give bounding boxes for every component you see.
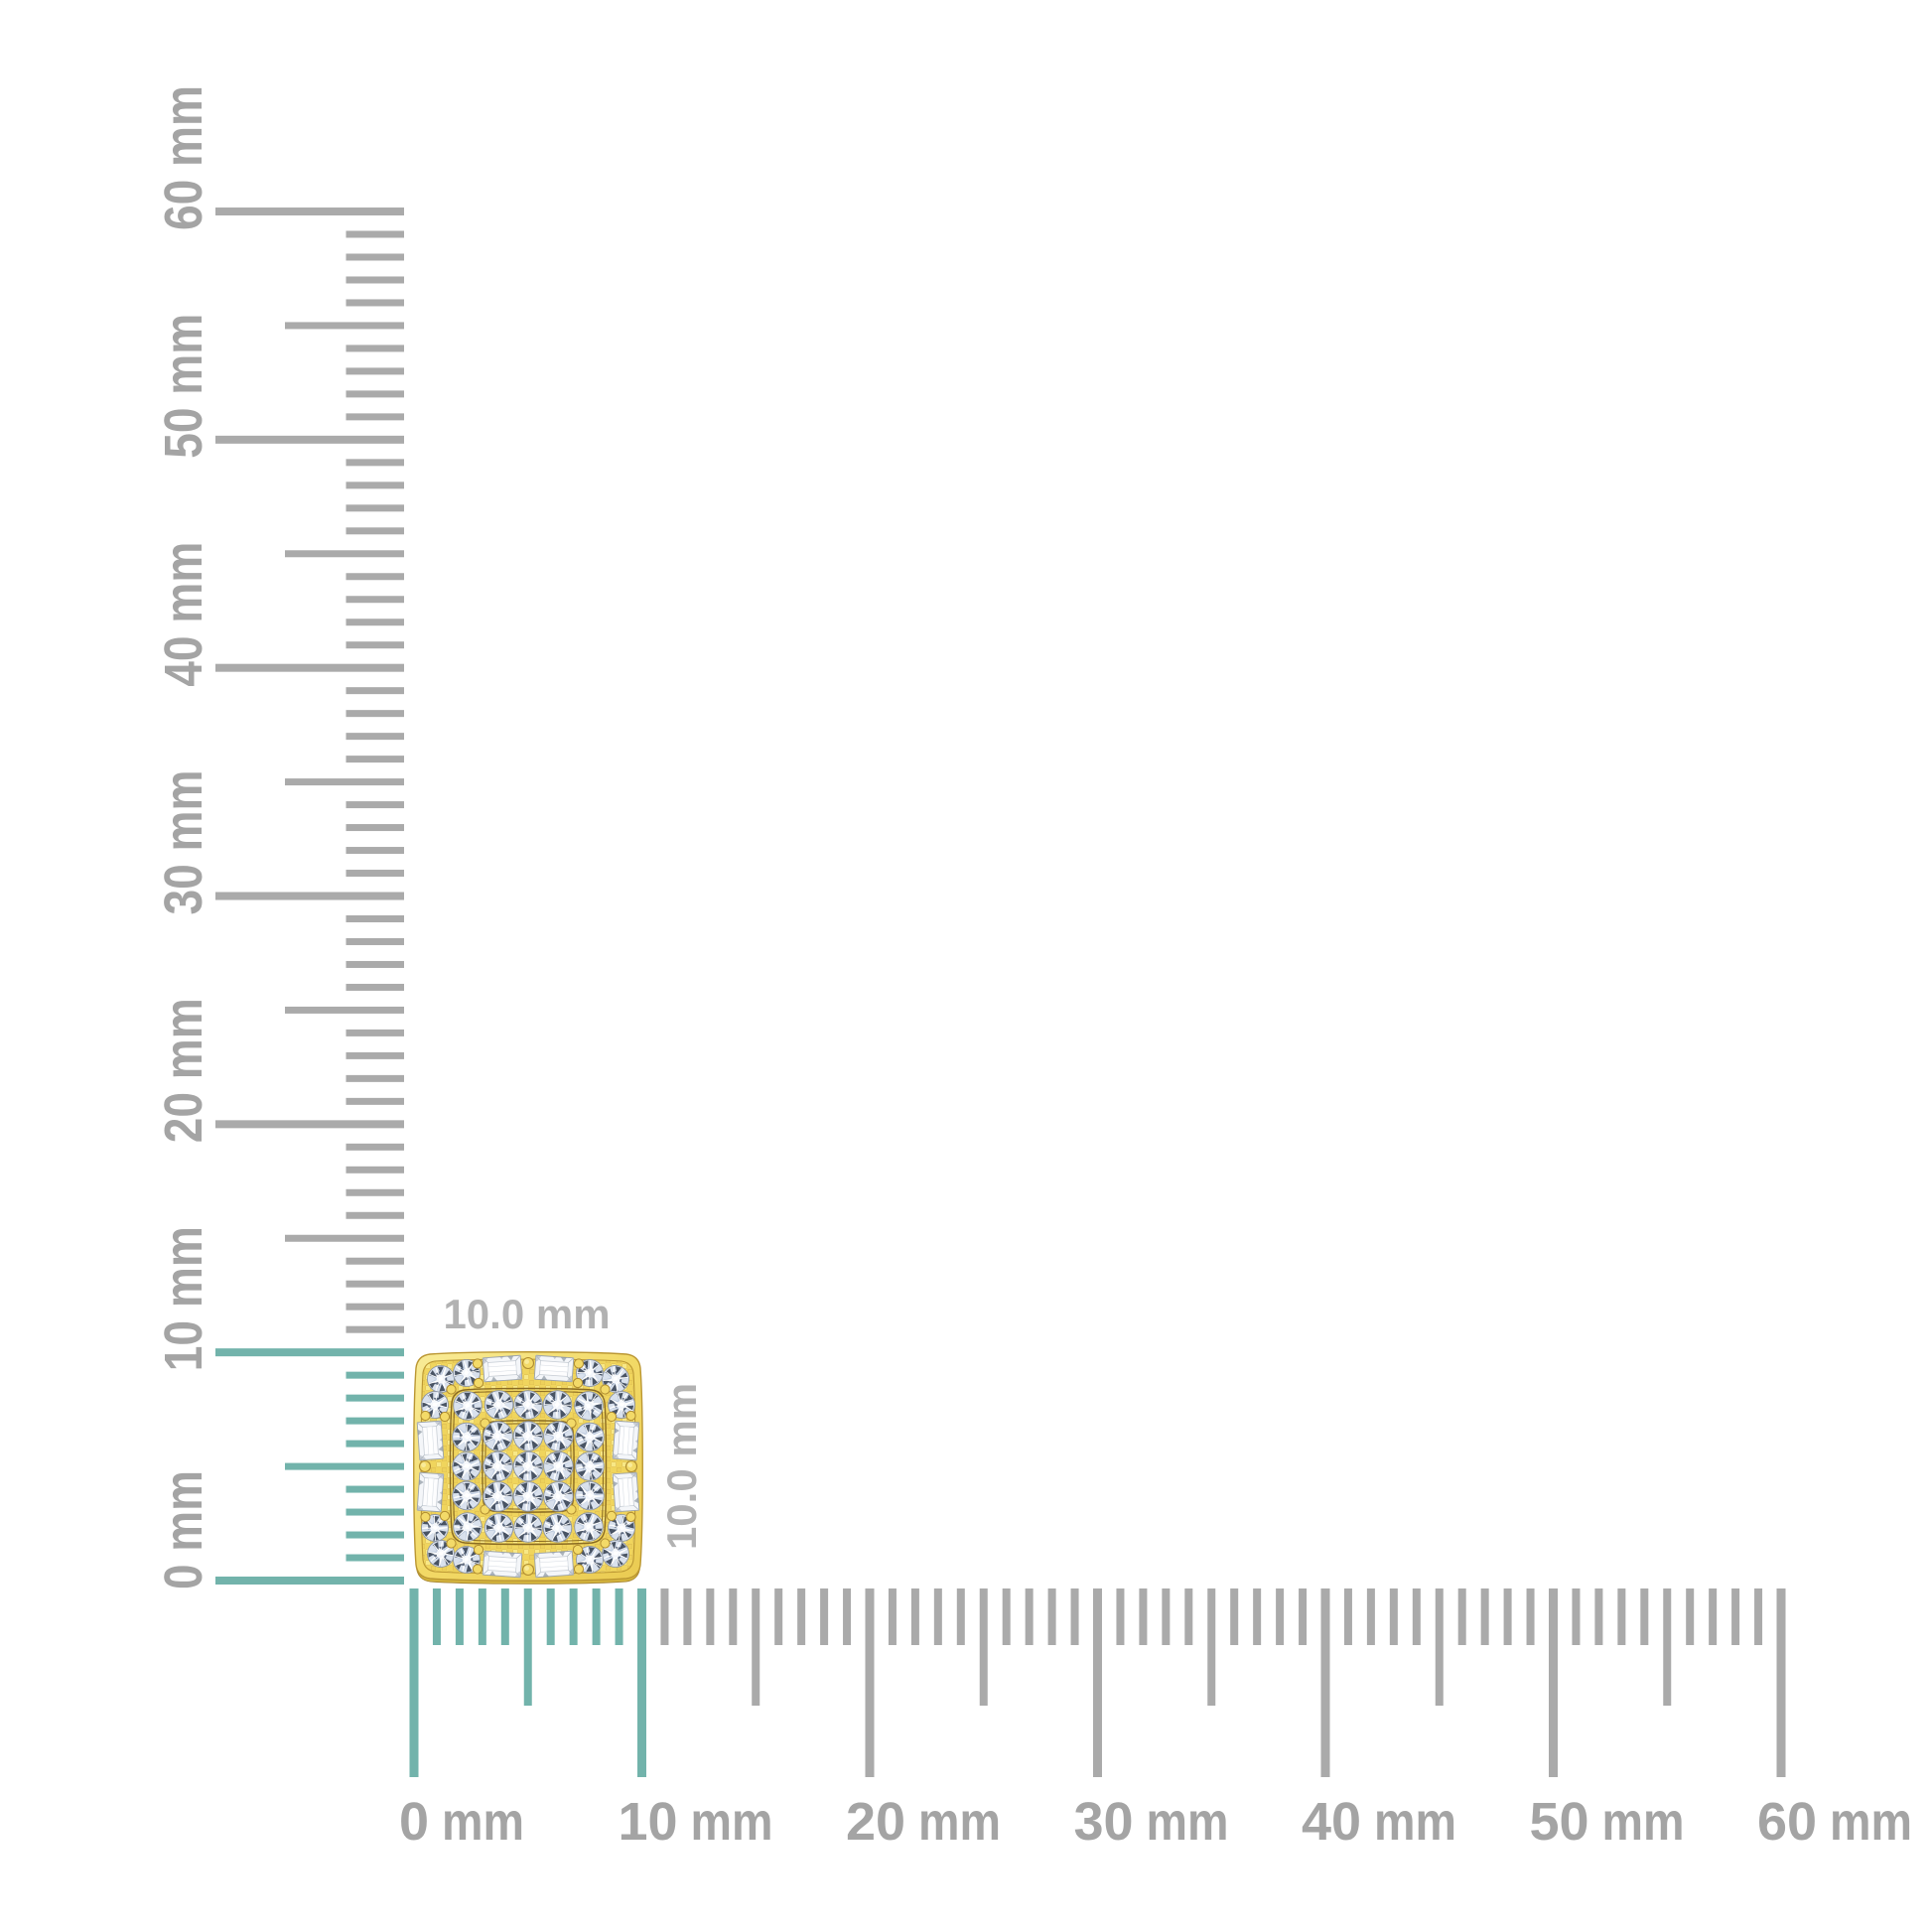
svg-text:10 mm: 10 mm xyxy=(154,1226,213,1371)
svg-text:20: 20 xyxy=(846,1792,905,1852)
svg-text:mm: mm xyxy=(429,1792,524,1852)
svg-text:40: 40 xyxy=(1302,1792,1361,1852)
svg-text:10.0 mm: 10.0 mm xyxy=(658,1383,705,1550)
svg-text:20 mm: 20 mm xyxy=(154,998,213,1143)
svg-text:mm: mm xyxy=(678,1792,773,1852)
svg-text:mm: mm xyxy=(1589,1792,1685,1852)
svg-text:mm: mm xyxy=(1361,1792,1456,1852)
svg-text:mm: mm xyxy=(1134,1792,1229,1852)
svg-text:10.0 mm: 10.0 mm xyxy=(443,1291,610,1337)
svg-text:10: 10 xyxy=(618,1792,677,1852)
svg-text:0: 0 xyxy=(399,1792,429,1852)
svg-text:30 mm: 30 mm xyxy=(154,770,213,915)
svg-text:mm: mm xyxy=(1817,1792,1912,1852)
svg-text:60 mm: 60 mm xyxy=(154,85,213,230)
svg-text:50: 50 xyxy=(1529,1792,1588,1852)
svg-text:50 mm: 50 mm xyxy=(154,314,213,459)
svg-text:0 mm: 0 mm xyxy=(154,1470,213,1589)
svg-text:30: 30 xyxy=(1073,1792,1133,1852)
svg-text:mm: mm xyxy=(905,1792,1001,1852)
svg-text:40 mm: 40 mm xyxy=(154,542,213,687)
svg-text:60: 60 xyxy=(1757,1792,1817,1852)
